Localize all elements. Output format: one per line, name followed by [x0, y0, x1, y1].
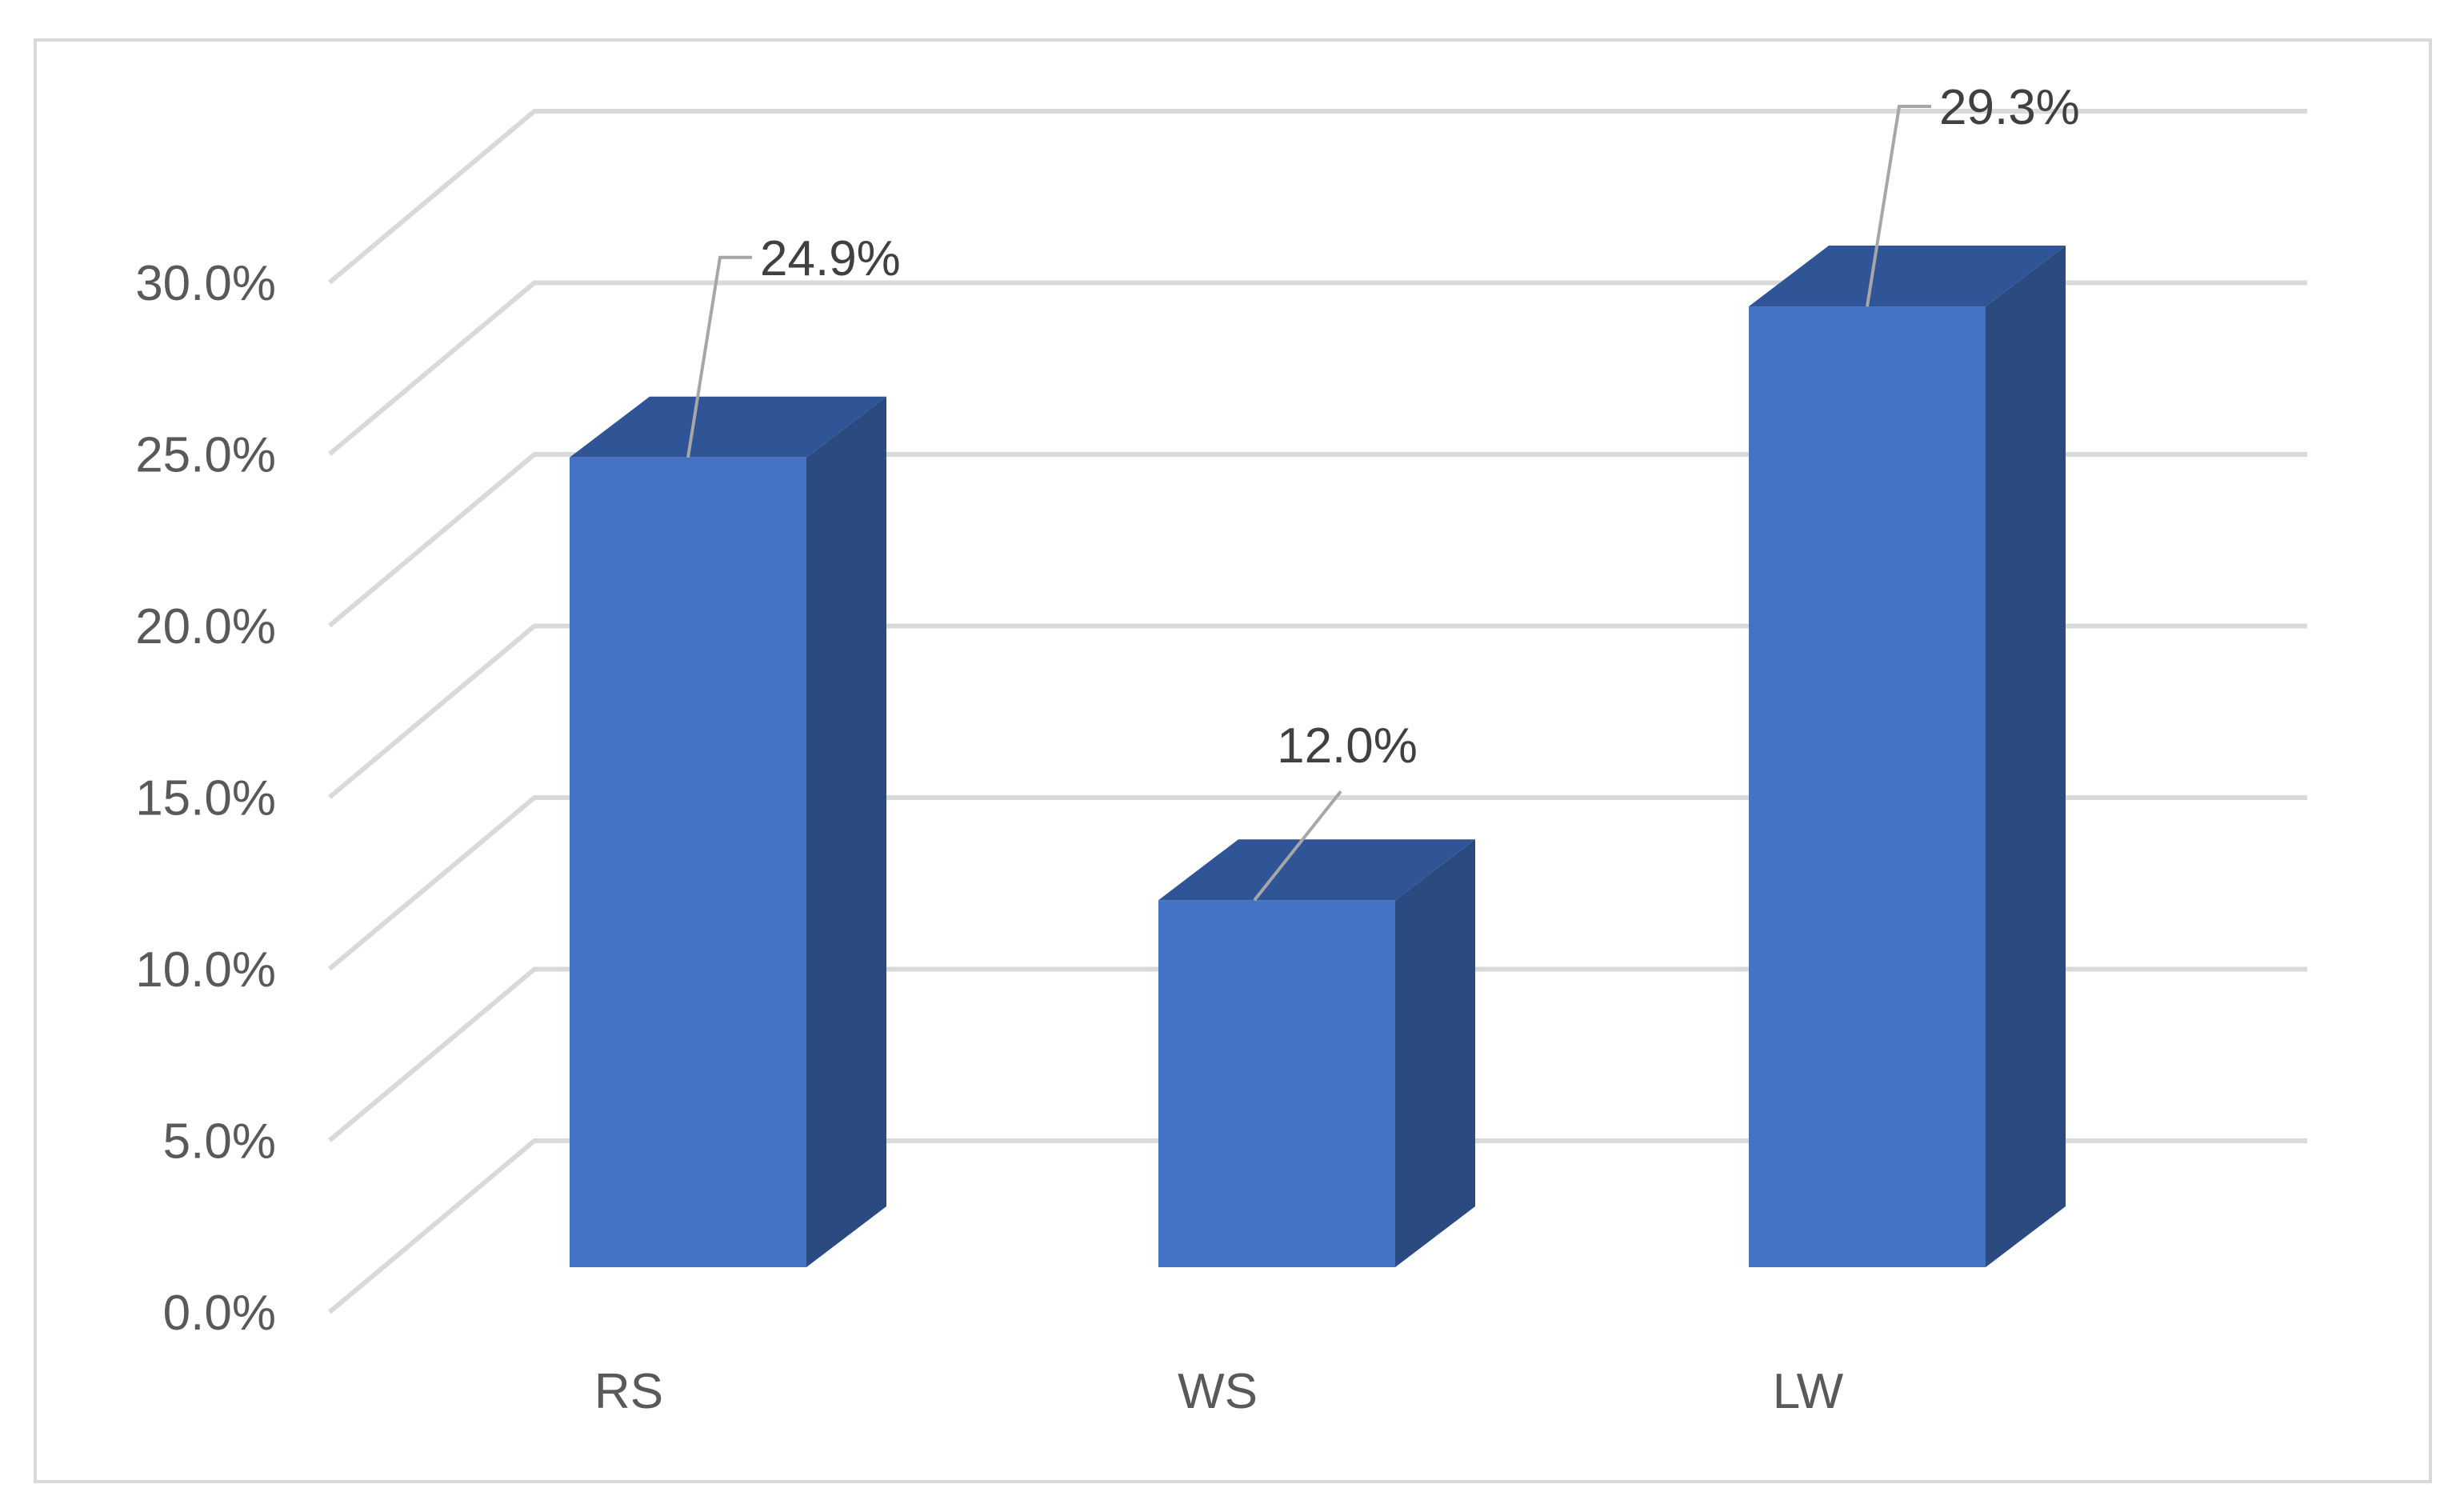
y-tick-label: 15.0% — [135, 771, 276, 826]
bars — [570, 246, 2066, 1267]
gridline — [328, 1138, 2307, 1314]
bar-front — [570, 457, 806, 1267]
x-axis: RS WS LW — [594, 1364, 1844, 1419]
bar-side — [1986, 246, 2066, 1267]
y-tick-label: 10.0% — [135, 942, 276, 998]
gridline — [328, 280, 2307, 456]
bar-side — [806, 396, 886, 1267]
gridline — [328, 623, 2307, 799]
y-tick-label: 30.0% — [135, 256, 276, 311]
bar-top — [1158, 839, 1475, 901]
x-tick-label: WS — [1178, 1364, 1258, 1419]
bar-front — [1749, 306, 1986, 1267]
x-tick-label: RS — [594, 1364, 663, 1419]
y-tick-label: 0.0% — [163, 1286, 276, 1341]
leader-line — [686, 255, 752, 458]
bar-lw — [1749, 246, 2066, 1267]
leader-line — [1866, 105, 1931, 307]
x-tick-label: LW — [1773, 1364, 1844, 1419]
bar-ws — [1158, 839, 1475, 1267]
gridline — [328, 795, 2307, 971]
gridline — [328, 966, 2307, 1142]
data-label: 24.9% — [760, 231, 901, 286]
bar-side — [1395, 839, 1475, 1267]
y-tick-label: 20.0% — [135, 599, 276, 654]
gridline — [328, 109, 2307, 285]
bar-rs — [570, 396, 886, 1267]
bar-top — [1749, 246, 2066, 307]
y-tick-label: 25.0% — [135, 428, 276, 483]
y-tick-label: 5.0% — [163, 1114, 276, 1170]
y-axis: 0.0% 5.0% 10.0% 15.0% 20.0% 25.0% 30.0% — [135, 256, 276, 1341]
bar-front — [1158, 900, 1395, 1267]
data-label: 29.3% — [1939, 80, 2080, 135]
data-label: 12.0% — [1277, 718, 1418, 774]
bar-top — [570, 396, 886, 458]
data-labels: 24.9% 12.0% 29.3% — [686, 80, 2080, 902]
leader-line — [1253, 790, 1342, 902]
gridlines — [328, 109, 2307, 1314]
gridline — [328, 452, 2307, 628]
